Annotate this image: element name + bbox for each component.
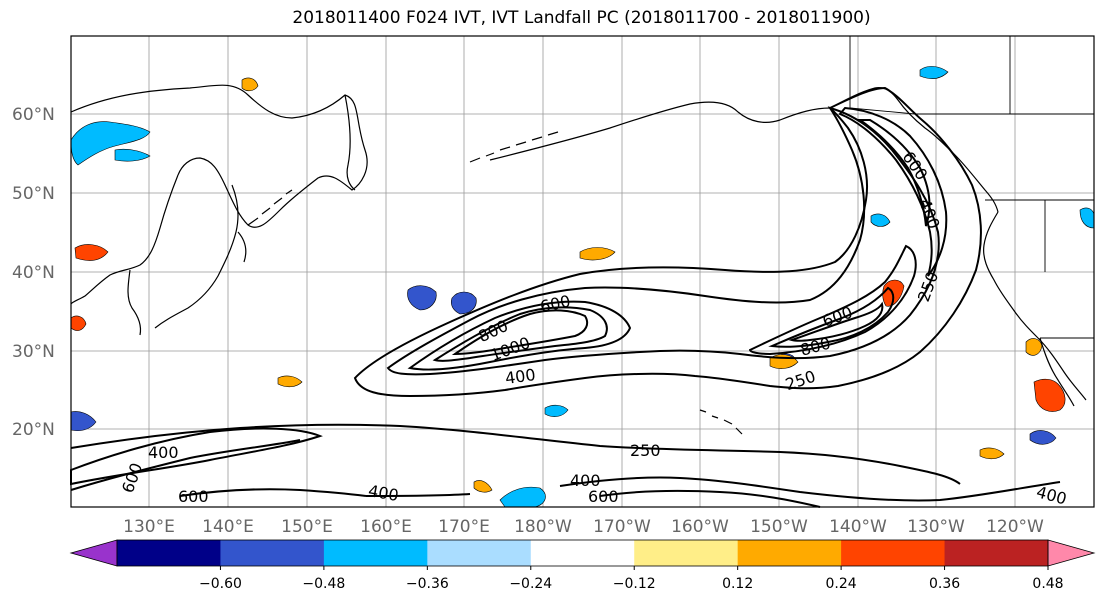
colorbar-cell [737, 540, 842, 566]
lat-label: 50°N [12, 184, 55, 204]
map-title: 2018011400 F024 IVT, IVT Landfall PC (20… [292, 8, 871, 28]
lat-label: 60°N [12, 105, 55, 125]
colorbar-tick-label: −0.24 [509, 576, 552, 592]
colorbar-tick-label: 0.24 [826, 576, 857, 592]
contour-label: 400 [504, 365, 537, 388]
colorbar-cell [323, 540, 428, 566]
lat-label: 20°N [12, 420, 55, 440]
lon-label: 140°E [202, 517, 254, 537]
colorbar-tick-label: 0.36 [929, 576, 960, 592]
borders [849, 36, 1094, 339]
contour-label: 250 [630, 441, 661, 460]
lon-label: 180°W [514, 517, 572, 537]
ivt-contours [70, 86, 1061, 508]
lon-label: 160°W [671, 517, 729, 537]
colorbar-cell [944, 540, 1049, 566]
lon-label: 150°W [750, 517, 808, 537]
colorbar-tick-label: −0.36 [406, 576, 449, 592]
colorbar: −0.60 −0.48 −0.36 −0.24 −0.12 0.12 0.24 0.36 0.4… [69, 539, 1096, 592]
lat-label: 30°N [12, 342, 55, 362]
colorbar-tick-label: 0.12 [722, 576, 753, 592]
lon-labels: 130°E 140°E 150°E 160°E 170°E 180°W 170°… [123, 517, 1044, 537]
lon-label: 120°W [986, 517, 1044, 537]
lon-label: 170°E [438, 517, 490, 537]
colorbar-tick-label: −0.60 [199, 576, 242, 592]
map-area [71, 36, 1094, 507]
graticule [71, 36, 1094, 507]
colorbar-extend-low [69, 539, 118, 567]
colorbar-cell [220, 540, 325, 566]
lon-label: 140°W [829, 517, 887, 537]
colorbar-tick-label: 0.48 [1032, 576, 1063, 592]
colorbar-tick-label: −0.12 [613, 576, 656, 592]
lon-label: 130°E [123, 517, 175, 537]
colorbar-frame [116, 539, 1049, 567]
colorbar-cell [427, 540, 532, 566]
lon-label: 160°E [360, 517, 412, 537]
colorbar-tick-label: −0.48 [302, 576, 345, 592]
lon-label: 130°W [907, 517, 965, 537]
colorbar-cell [841, 540, 946, 566]
colorbar-cell [530, 540, 635, 566]
colorbar-cell [634, 540, 739, 566]
contour-label: 600 [178, 487, 209, 506]
map-frame [70, 35, 1095, 508]
contour-label: 600 [588, 487, 619, 506]
lat-labels: 60°N 50°N 40°N 30°N 20°N [12, 105, 55, 440]
contour-label: 400 [570, 471, 601, 490]
lon-label: 150°E [281, 517, 333, 537]
colorbar-cell [117, 540, 221, 566]
coastlines [70, 84, 1087, 435]
lon-label: 170°W [593, 517, 651, 537]
colorbar-extend-high [1047, 539, 1096, 567]
contour-label: 400 [148, 443, 179, 462]
lat-label: 40°N [12, 263, 55, 283]
